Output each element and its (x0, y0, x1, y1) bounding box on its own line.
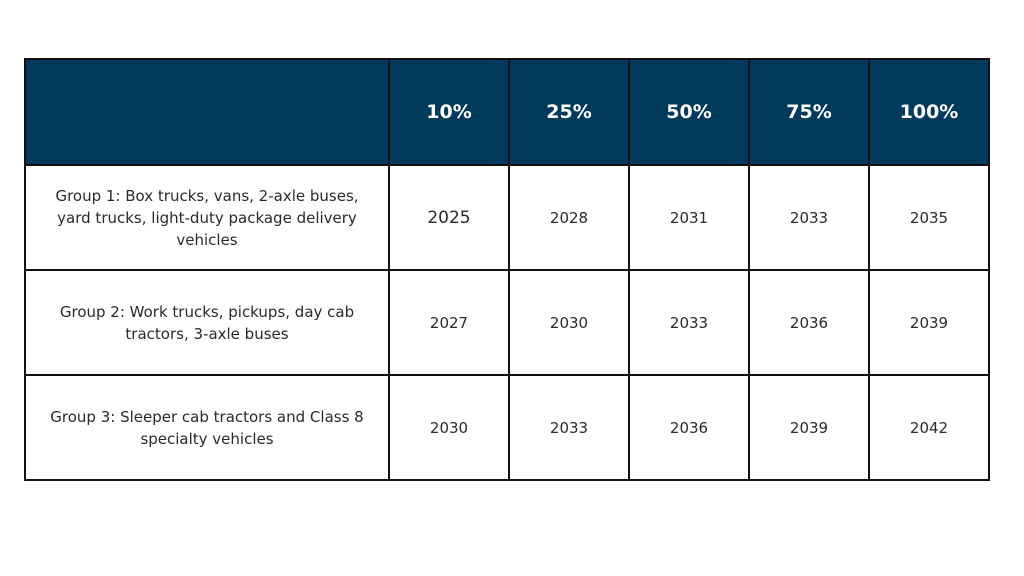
zev-phase-in-table-container: 10% 25% 50% 75% 100% Group 1: Box trucks… (24, 58, 990, 481)
header-cell-100: 100% (868, 58, 990, 166)
table-cell: 2039 (868, 269, 990, 376)
header-row: 10% 25% 50% 75% 100% (24, 58, 990, 166)
table-cell: 2036 (748, 269, 870, 376)
row-label-group-1: Group 1: Box trucks, vans, 2-axle buses,… (24, 164, 390, 271)
table-cell: 2033 (748, 164, 870, 271)
table-cell: 2030 (388, 374, 510, 481)
table-cell: 2036 (628, 374, 750, 481)
table-cell: 2025 (388, 164, 510, 271)
table-cell: 2027 (388, 269, 510, 376)
table-cell: 2035 (868, 164, 990, 271)
table-cell: 2033 (628, 269, 750, 376)
row-label-group-3: Group 3: Sleeper cab tractors and Class … (24, 374, 390, 481)
header-cell-50: 50% (628, 58, 750, 166)
table-row: Group 3: Sleeper cab tractors and Class … (24, 374, 990, 481)
table-cell: 2039 (748, 374, 870, 481)
table-row: Group 2: Work trucks, pickups, day cab t… (24, 269, 990, 376)
table-cell: 2028 (508, 164, 630, 271)
zev-phase-in-table: 10% 25% 50% 75% 100% Group 1: Box trucks… (24, 58, 990, 481)
table-row: Group 1: Box trucks, vans, 2-axle buses,… (24, 164, 990, 271)
header-cell-25: 25% (508, 58, 630, 166)
header-cell-10: 10% (388, 58, 510, 166)
row-label-group-2: Group 2: Work trucks, pickups, day cab t… (24, 269, 390, 376)
table-cell: 2042 (868, 374, 990, 481)
table-cell: 2031 (628, 164, 750, 271)
header-corner-cell (24, 58, 390, 166)
header-cell-75: 75% (748, 58, 870, 166)
table-cell: 2030 (508, 269, 630, 376)
table-cell: 2033 (508, 374, 630, 481)
